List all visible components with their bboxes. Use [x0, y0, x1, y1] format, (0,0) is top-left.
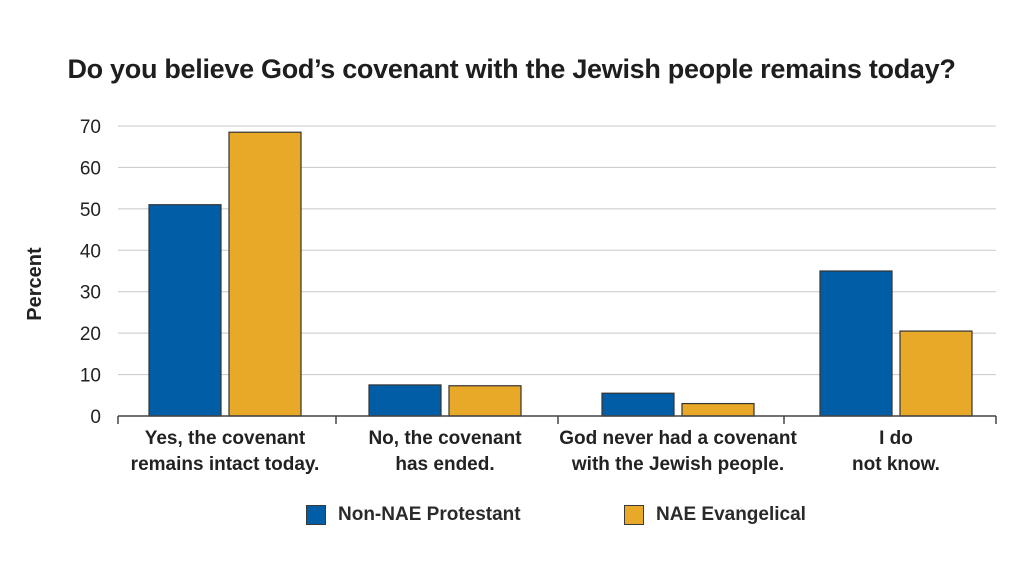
legend-label-non-nae-protestant: Non-NAE Protestant — [338, 504, 521, 525]
x-tick-label-3: I do not know. — [852, 428, 940, 475]
bar-non-nae-protestant-2 — [601, 392, 675, 417]
bar-nae-evangelical-1 — [448, 385, 522, 417]
bars — [148, 131, 973, 417]
y-tick-label-0: 0 — [90, 407, 101, 428]
bar-nae-evangelical-0 — [228, 131, 302, 417]
bar-nae-evangelical-3 — [899, 330, 973, 417]
y-tick-label-60: 60 — [80, 158, 101, 179]
legend-item-non-nae-protestant: Non-NAE Protestant — [306, 504, 521, 526]
y-tick-labels: 0 10 20 30 40 50 60 70 — [80, 117, 101, 428]
x-tick-label-1: No, the covenant has ended. — [368, 428, 522, 475]
y-tick-label-70: 70 — [80, 117, 101, 138]
x-tick-label-2: God never had a covenant with the Jewish … — [559, 428, 797, 475]
legend-swatch-nae-evangelical — [624, 505, 644, 525]
x-axis — [117, 415, 997, 424]
legend-label-nae-evangelical: NAE Evangelical — [656, 504, 806, 525]
legend: Non-NAE Protestant NAE Evangelical — [0, 504, 1023, 528]
y-tick-label-30: 30 — [80, 283, 101, 304]
y-tick-label-20: 20 — [80, 324, 101, 345]
chart-title: Do you believe God’s covenant with the J… — [67, 54, 956, 84]
bar-non-nae-protestant-3 — [819, 270, 893, 417]
bar-non-nae-protestant-0 — [148, 204, 222, 417]
legend-swatch-non-nae-protestant — [306, 505, 326, 525]
y-tick-label-10: 10 — [80, 366, 101, 387]
x-tick-labels: Yes, the covenant remains intact today. No… — [131, 428, 940, 475]
x-tick-label-0: Yes, the covenant remains intact today. — [131, 428, 320, 475]
bar-nae-evangelical-2 — [681, 402, 755, 417]
legend-item-nae-evangelical: NAE Evangelical — [624, 504, 806, 526]
y-tick-label-50: 50 — [80, 200, 101, 221]
y-axis-label: Percent — [24, 247, 46, 321]
y-tick-label-40: 40 — [80, 241, 101, 262]
bar-non-nae-protestant-1 — [368, 384, 442, 417]
